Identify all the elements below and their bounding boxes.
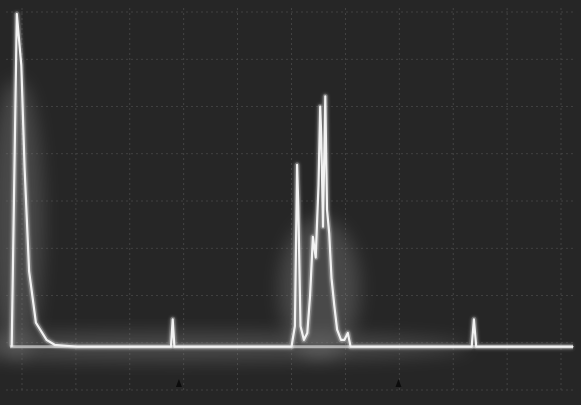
axis-marker bbox=[395, 379, 402, 387]
trace-point bbox=[333, 305, 335, 307]
trace-point bbox=[315, 256, 317, 259]
trace-point bbox=[473, 318, 475, 320]
trace-point bbox=[46, 339, 48, 341]
trace-point bbox=[336, 329, 338, 331]
trace-point bbox=[330, 277, 333, 279]
trace-point bbox=[20, 64, 22, 66]
trace-point bbox=[317, 184, 320, 187]
trace-layer bbox=[9, 11, 574, 350]
trace-point bbox=[324, 95, 326, 97]
trace-point bbox=[309, 294, 311, 296]
trace-point bbox=[303, 339, 305, 341]
trace-point bbox=[319, 106, 321, 108]
trace-point bbox=[343, 339, 345, 341]
trace-point bbox=[297, 205, 299, 207]
trace-point bbox=[294, 325, 296, 327]
trace-point bbox=[320, 136, 322, 139]
trace-point bbox=[172, 318, 174, 320]
axis-marker bbox=[175, 379, 182, 387]
trace-point bbox=[24, 167, 26, 169]
signal-trace bbox=[10, 12, 573, 348]
axis-markers bbox=[175, 379, 402, 387]
trace-point bbox=[306, 332, 308, 334]
trace-point bbox=[312, 236, 314, 238]
trace-point bbox=[299, 325, 302, 327]
trace-point bbox=[35, 322, 37, 324]
trace-point bbox=[296, 164, 298, 166]
trace-point bbox=[340, 339, 342, 341]
trace-point bbox=[347, 332, 349, 334]
trace-point bbox=[326, 208, 328, 211]
trace-point bbox=[328, 232, 330, 235]
trace-point bbox=[16, 13, 18, 15]
trace-point bbox=[322, 226, 324, 228]
trace-point bbox=[28, 270, 30, 272]
